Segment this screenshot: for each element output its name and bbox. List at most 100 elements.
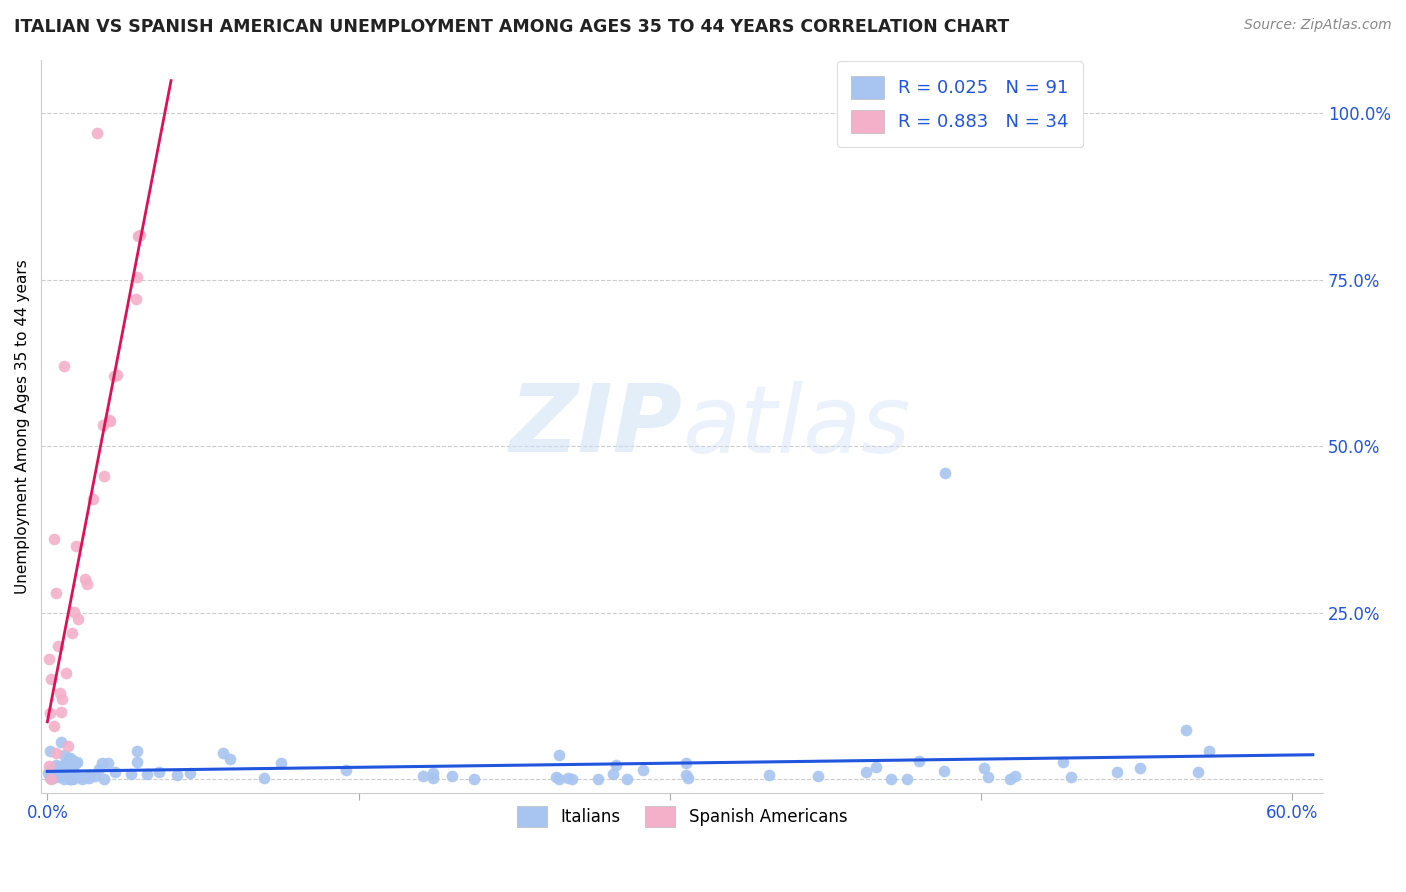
Point xyxy=(91,756,114,771)
Point xyxy=(93,772,115,786)
Point xyxy=(46,763,69,777)
Point xyxy=(48,762,70,776)
Point xyxy=(37,766,59,780)
Point xyxy=(76,770,98,784)
Point xyxy=(120,766,142,780)
Point xyxy=(89,762,111,776)
Point xyxy=(48,771,70,785)
Point xyxy=(97,413,120,427)
Point xyxy=(52,359,75,373)
Point xyxy=(49,759,72,773)
Point xyxy=(602,767,624,781)
Point xyxy=(253,771,276,785)
Point xyxy=(59,772,82,787)
Point xyxy=(65,756,87,771)
Point xyxy=(440,769,463,783)
Point xyxy=(62,771,84,785)
Point xyxy=(67,612,90,626)
Point xyxy=(880,772,903,786)
Point xyxy=(38,759,60,773)
Point xyxy=(46,639,69,653)
Point xyxy=(79,768,101,782)
Point xyxy=(855,764,877,779)
Point xyxy=(1060,770,1083,784)
Point xyxy=(896,772,918,786)
Point xyxy=(1004,768,1026,782)
Point xyxy=(547,772,569,786)
Point xyxy=(675,768,697,782)
Point xyxy=(45,764,67,778)
Point xyxy=(41,673,63,687)
Point xyxy=(616,772,638,787)
Point xyxy=(84,769,107,783)
Point xyxy=(42,533,65,547)
Point xyxy=(1129,761,1152,775)
Point xyxy=(51,692,73,706)
Point xyxy=(82,492,104,507)
Point xyxy=(41,771,63,785)
Point xyxy=(675,756,697,770)
Text: Source: ZipAtlas.com: Source: ZipAtlas.com xyxy=(1244,18,1392,32)
Point xyxy=(49,686,72,700)
Point xyxy=(45,585,67,599)
Point xyxy=(67,769,90,783)
Point xyxy=(52,748,75,763)
Point xyxy=(125,755,148,769)
Point xyxy=(676,771,699,785)
Point xyxy=(1198,744,1220,758)
Point xyxy=(907,754,929,768)
Point xyxy=(547,748,569,763)
Point xyxy=(93,469,115,483)
Point xyxy=(977,770,1000,784)
Point xyxy=(212,746,235,760)
Point xyxy=(66,755,89,769)
Point xyxy=(631,763,654,777)
Point xyxy=(63,770,86,784)
Point xyxy=(51,735,73,749)
Text: atlas: atlas xyxy=(682,381,910,472)
Point xyxy=(125,270,148,285)
Point xyxy=(53,772,76,786)
Point xyxy=(62,760,84,774)
Point xyxy=(39,706,62,720)
Point xyxy=(59,770,82,784)
Point xyxy=(125,744,148,758)
Point xyxy=(103,369,125,384)
Point xyxy=(934,764,956,779)
Point xyxy=(76,577,98,591)
Point xyxy=(70,772,93,786)
Point xyxy=(62,772,84,786)
Text: ITALIAN VS SPANISH AMERICAN UNEMPLOYMENT AMONG AGES 35 TO 44 YEARS CORRELATION C: ITALIAN VS SPANISH AMERICAN UNEMPLOYMENT… xyxy=(14,18,1010,36)
Point xyxy=(56,739,79,753)
Point xyxy=(59,759,82,773)
Point xyxy=(422,771,444,785)
Point xyxy=(97,756,120,770)
Point xyxy=(166,768,188,782)
Point xyxy=(45,746,67,760)
Point xyxy=(148,764,170,779)
Legend: Italians, Spanish Americans: Italians, Spanish Americans xyxy=(509,797,856,836)
Point xyxy=(807,769,830,783)
Point xyxy=(53,757,76,772)
Point xyxy=(270,756,292,770)
Point xyxy=(59,751,82,765)
Point xyxy=(463,772,485,786)
Point xyxy=(77,771,100,785)
Point xyxy=(73,573,96,587)
Point xyxy=(53,766,76,780)
Point xyxy=(1052,755,1074,769)
Y-axis label: Unemployment Among Ages 35 to 44 years: Unemployment Among Ages 35 to 44 years xyxy=(15,259,30,593)
Point xyxy=(865,760,887,774)
Point xyxy=(39,771,62,785)
Point xyxy=(38,652,60,666)
Point xyxy=(39,744,62,758)
Point xyxy=(124,293,146,307)
Point xyxy=(973,761,995,775)
Point xyxy=(59,772,82,787)
Text: ZIP: ZIP xyxy=(509,380,682,472)
Point xyxy=(39,772,62,787)
Point xyxy=(586,772,609,786)
Point xyxy=(1107,764,1129,779)
Point xyxy=(98,414,121,428)
Point xyxy=(53,766,76,780)
